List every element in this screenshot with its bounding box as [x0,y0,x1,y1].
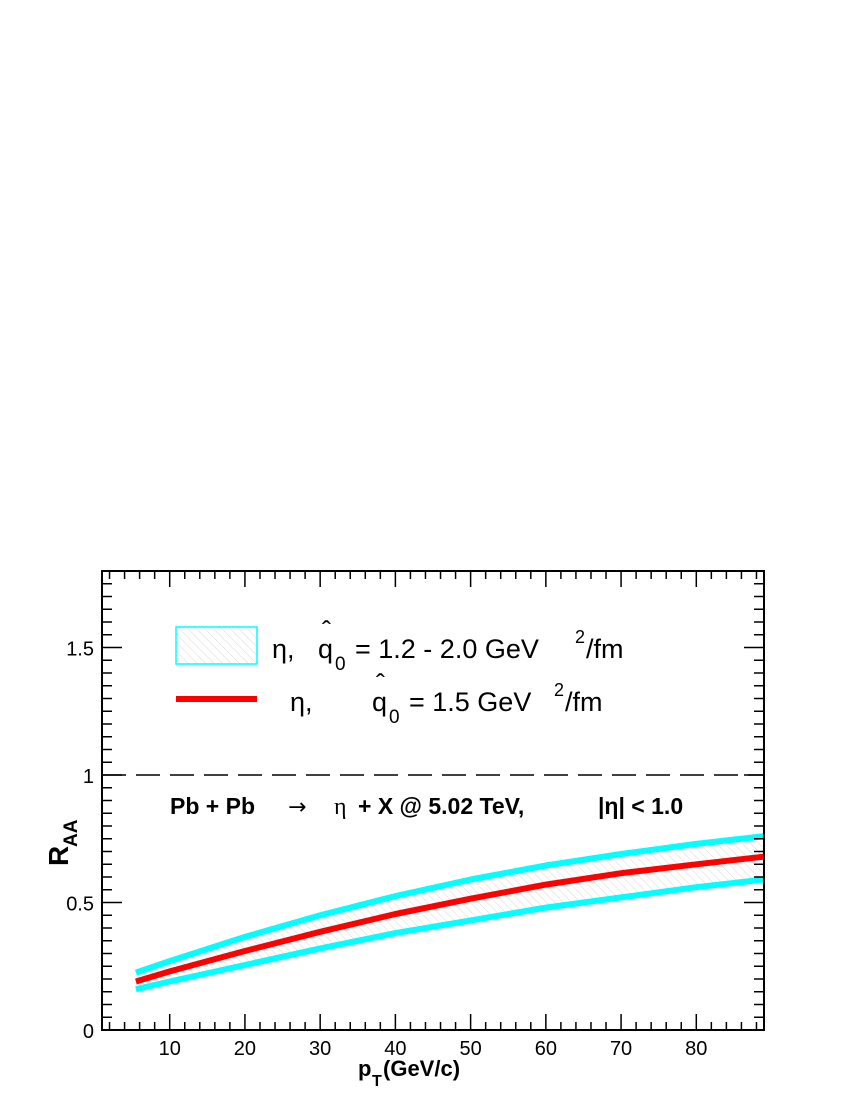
x-tick-label: 50 [459,1038,481,1060]
legend: η, q ˆ 0 = 1.2 - 2.0 GeV 2 /fm η, q ˆ 0 … [175,616,624,728]
legend-band-swatch [175,626,258,665]
y-axis-title-main: R [43,846,74,866]
legend-1-tail: /fm [586,634,624,664]
series-line-lower [135,876,765,993]
series-layer [134,833,765,993]
legend-1-eta: η, [272,634,295,664]
y-tick-label: 1.5 [66,639,94,661]
y-tick-label: 0 [83,1021,94,1043]
x-axis-title-sub: T [372,1073,382,1090]
legend-2-sup: 2 [554,680,564,700]
x-tick-label: 80 [685,1038,707,1060]
x-axis-title-main: p [358,1056,371,1081]
legend-1-sub: 0 [335,654,346,675]
legend-1-rest: = 1.2 - 2.0 GeV [355,634,539,664]
series-line-upper [134,833,765,976]
legend-2-tail: /fm [565,687,603,717]
legend-2-sub: 0 [389,707,400,728]
annotation: Pb + Pb → η + X @ 5.02 TeV, |η| < 1.0 [170,793,683,820]
legend-2-rest: = 1.5 GeV [409,687,531,717]
x-tick-label: 30 [309,1038,331,1060]
x-tick-label: 10 [159,1038,181,1060]
y-axis-title-sub: AA [61,819,82,847]
x-axis: 10 20 30 40 50 60 70 80 [108,571,758,1060]
y-axis: 0 0.5 1 1.5 [66,570,764,1043]
legend-1-qhat: q [318,634,333,664]
annotation-eta: η [334,794,347,820]
annotation-arrow: → [288,795,306,820]
x-tick-label: 40 [384,1038,406,1060]
series-line-central [135,853,765,985]
x-tick-label: 20 [234,1038,256,1060]
legend-1-sup: 2 [575,627,585,647]
y-tick-label: 0.5 [66,894,94,916]
legend-2-hat: ˆ [376,669,385,699]
y-axis-title: R AA [43,819,82,866]
legend-2-qhat: q [372,687,387,717]
annotation-energy: + X @ 5.02 TeV, [358,793,524,819]
svg-text:η,: η, [272,634,295,664]
annotation-rapidity: |η| < 1.0 [598,793,683,819]
y-tick-label: 1 [83,766,94,788]
x-axis-title: p T (GeV/c) [358,1056,460,1090]
legend-1-hat: ˆ [322,616,331,646]
legend-2-eta: η, [290,687,313,717]
x-tick-label: 70 [610,1038,632,1060]
x-axis-title-units: (GeV/c) [383,1056,460,1081]
annotation-collision: Pb + Pb [170,793,255,819]
x-tick-label: 60 [535,1038,557,1060]
